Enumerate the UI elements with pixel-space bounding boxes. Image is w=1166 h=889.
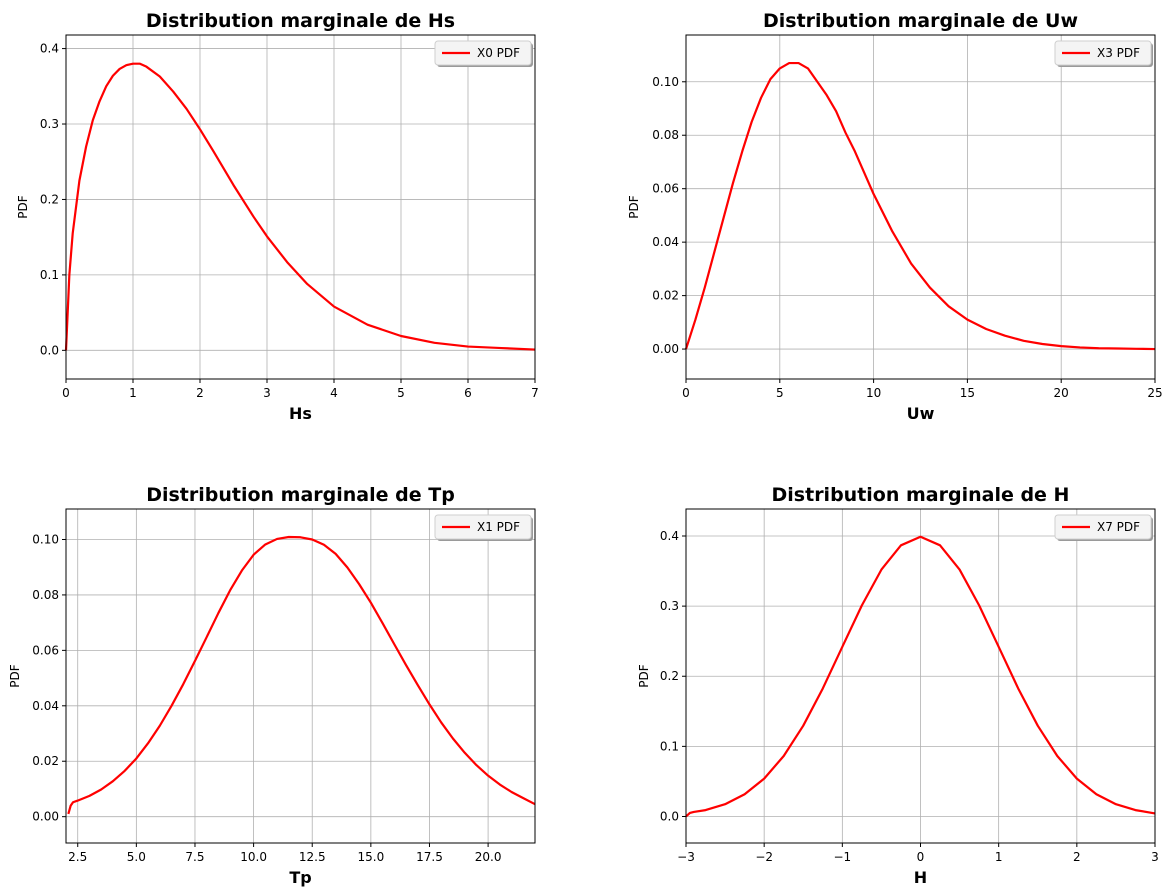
- y-tick-label: 0.06: [32, 643, 59, 657]
- y-tick-label: 0.1: [660, 739, 679, 753]
- x-tick-label: 15: [960, 386, 975, 400]
- y-axis-label: PDF: [637, 664, 651, 687]
- legend-box: [1054, 514, 1152, 540]
- x-tick-label: 0: [917, 850, 925, 864]
- y-tick-label: 0.02: [32, 754, 59, 768]
- x-tick-label: 6: [464, 386, 472, 400]
- x-tick-label: 7: [531, 386, 539, 400]
- y-tick-label: 0.3: [660, 599, 679, 613]
- series-line-x1-pdf: [67, 535, 536, 815]
- legend: X3 PDF: [1054, 40, 1153, 67]
- x-tick-label: 2: [1073, 850, 1081, 864]
- x-tick-label: 0: [62, 386, 70, 400]
- chart-title: Distribution marginale de H: [772, 484, 1070, 506]
- x-axis-label: Tp: [289, 868, 311, 887]
- legend-label: X1 PDF: [477, 520, 520, 534]
- y-tick-label: 0.2: [660, 669, 679, 683]
- x-tick-label: 17.5: [416, 850, 443, 864]
- x-tick-label: 12.5: [299, 850, 326, 864]
- x-tick-label: 2.5: [68, 850, 87, 864]
- x-tick-label: 0: [682, 386, 690, 400]
- x-tick-label: 2: [196, 386, 204, 400]
- x-tick-label: 5: [776, 386, 784, 400]
- x-tick-label: 4: [330, 386, 338, 400]
- x-tick-label: 5.0: [127, 850, 146, 864]
- x-tick-label: 1: [129, 386, 137, 400]
- y-tick-label: 0.02: [652, 289, 679, 303]
- y-tick-label: 0.0: [40, 343, 59, 357]
- x-tick-label: 5: [397, 386, 405, 400]
- y-tick-label: 0.04: [32, 699, 59, 713]
- chart-title: Distribution marginale de Hs: [146, 10, 455, 32]
- x-tick-label: 1: [995, 850, 1003, 864]
- legend: X1 PDF: [434, 514, 533, 541]
- y-axis-label: PDF: [627, 195, 641, 218]
- y-tick-label: 0.0: [660, 809, 679, 823]
- legend-box: [434, 40, 532, 66]
- x-tick-label: 3: [1151, 850, 1159, 864]
- legend-label: X3 PDF: [1097, 46, 1140, 60]
- chart-panel-3: −3 −2 −1 0 1 2 3 0.0 0.1 0.2 0.3 0.4 Distribution ma…: [637, 484, 1159, 887]
- y-axis-label: PDF: [8, 664, 22, 687]
- series-line-x0-pdf: [64, 62, 536, 351]
- x-tick-label: 10.0: [240, 850, 267, 864]
- x-tick-label: 20: [1054, 386, 1069, 400]
- y-tick-label: 0.4: [40, 42, 59, 56]
- chart-panel-0: 0 1 2 3 4 5 6 7 0.0 0.1 0.2 0.3 0.4 Distribution marg…: [16, 10, 539, 423]
- x-tick-label: 20.0: [475, 850, 502, 864]
- y-tick-label: 0.00: [32, 810, 59, 824]
- x-tick-label: 7.5: [185, 850, 204, 864]
- axes-frame: [65, 34, 536, 380]
- legend-box: [434, 514, 532, 540]
- x-axis-label: H: [914, 868, 927, 887]
- chart-title: Distribution marginale de Uw: [763, 10, 1078, 32]
- x-tick-label: −1: [833, 850, 851, 864]
- chart-title: Distribution marginale de Tp: [146, 484, 455, 506]
- x-tick-label: 15.0: [357, 850, 384, 864]
- x-axis-label: Hs: [289, 404, 312, 423]
- axes-frame: [65, 508, 536, 844]
- chart-panel-1: 0 5 10 15 20 25 0.00 0.02 0.04 0.06 0.08 0.10 Distri…: [627, 10, 1163, 423]
- x-tick-label: 10: [866, 386, 881, 400]
- y-tick-label: 0.04: [652, 235, 679, 249]
- y-tick-label: 0.1: [40, 268, 59, 282]
- series-line-x3-pdf: [684, 61, 1156, 351]
- y-tick-label: 0.4: [660, 529, 679, 543]
- y-tick-label: 0.06: [652, 182, 679, 196]
- x-tick-label: 25: [1147, 386, 1162, 400]
- y-tick-label: 0.10: [652, 75, 679, 89]
- y-tick-label: 0.08: [652, 128, 679, 142]
- y-tick-label: 0.00: [652, 342, 679, 356]
- legend-label: X0 PDF: [477, 46, 520, 60]
- x-tick-label: −3: [677, 850, 695, 864]
- series-line-x7-pdf: [685, 535, 1156, 818]
- y-tick-label: 0.08: [32, 588, 59, 602]
- legend: X0 PDF: [434, 40, 533, 67]
- x-axis-label: Uw: [907, 404, 935, 423]
- legend-label: X7 PDF: [1097, 520, 1140, 534]
- y-tick-label: 0.2: [40, 192, 59, 206]
- legend-box: [1054, 40, 1152, 66]
- axes-frame: [685, 34, 1156, 380]
- x-tick-label: −2: [755, 850, 773, 864]
- y-tick-label: 0.3: [40, 117, 59, 131]
- legend: X7 PDF: [1054, 514, 1153, 541]
- y-axis-label: PDF: [16, 195, 30, 218]
- chart-panel-2: 2.5 5.0 7.5 10.0 12.5 15.0 17.5 20.0 0.00 0.02 0.0…: [8, 484, 536, 887]
- y-tick-label: 0.10: [32, 532, 59, 546]
- x-tick-label: 3: [263, 386, 271, 400]
